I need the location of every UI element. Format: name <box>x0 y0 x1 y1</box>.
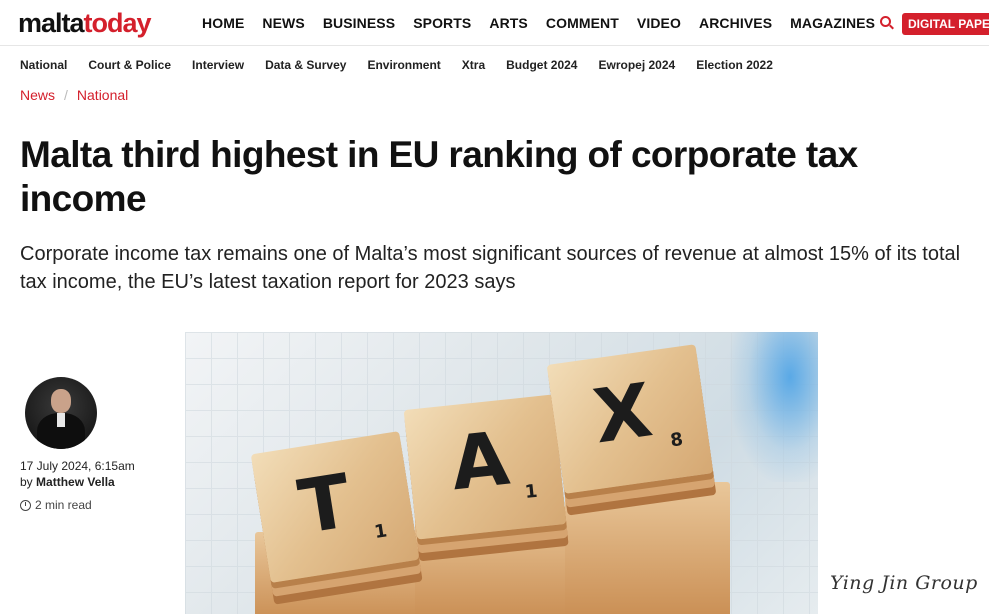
tile-x: X 8 <box>546 344 714 494</box>
hero-blue-blur <box>730 332 818 482</box>
tile-a: A 1 <box>403 394 567 540</box>
site-logo[interactable]: maltatoday <box>18 8 152 38</box>
article-date: 17 July 2024, 6:15am <box>20 459 135 473</box>
subnav-xtra[interactable]: Xtra <box>461 58 486 72</box>
tile-x-letter: X <box>588 367 657 461</box>
nav-home[interactable]: HOME <box>202 15 245 31</box>
main-nav: HOME NEWS BUSINESS SPORTS ARTS COMMENT V… <box>202 0 893 46</box>
author-name[interactable]: Matthew Vella <box>36 475 115 489</box>
article-byline: by Matthew Vella <box>20 475 115 489</box>
subnav-ewropej-2024[interactable]: Ewropej 2024 <box>598 58 676 72</box>
nav-comment[interactable]: COMMENT <box>545 15 619 31</box>
watermark: Ying Jin Group <box>830 572 978 594</box>
hero-image: T 1 A 1 X 8 <box>185 332 818 614</box>
nav-business[interactable]: BUSINESS <box>322 15 396 31</box>
tile-a-value: 1 <box>523 480 539 503</box>
breadcrumb-separator: / <box>64 87 68 103</box>
subnav-environment[interactable]: Environment <box>367 58 441 72</box>
nav-archives[interactable]: ARCHIVES <box>698 15 773 31</box>
tile-x-value: 8 <box>669 428 685 452</box>
search-icon-ring <box>880 16 891 27</box>
byline-by: by <box>20 475 33 489</box>
nav-sports[interactable]: SPORTS <box>413 15 472 31</box>
sub-nav: National Court & Police Interview Data &… <box>20 58 794 72</box>
search-icon[interactable] <box>880 16 894 30</box>
subnav-budget-2024[interactable]: Budget 2024 <box>506 58 578 72</box>
article-headline: Malta third highest in EU ranking of cor… <box>20 134 858 219</box>
read-time: 2 min read <box>20 498 92 512</box>
subnav-election-2022[interactable]: Election 2022 <box>696 58 773 72</box>
tile-t-value: 1 <box>372 520 389 544</box>
tile-t-letter: T <box>293 458 357 551</box>
breadcrumb-national[interactable]: National <box>76 87 129 103</box>
subnav-data-survey[interactable]: Data & Survey <box>265 58 347 72</box>
nav-magazines[interactable]: MAGAZINES <box>790 15 876 31</box>
subnav-national[interactable]: National <box>20 58 68 72</box>
article-subheadline: Corporate income tax remains one of Malt… <box>20 243 961 293</box>
avatar-head <box>51 389 71 413</box>
tile-a-letter: A <box>447 415 514 508</box>
subnav-interview[interactable]: Interview <box>192 58 245 72</box>
search-icon-handle <box>889 24 894 30</box>
nav-news[interactable]: NEWS <box>262 15 305 31</box>
breadcrumb-news[interactable]: News <box>20 87 56 103</box>
digital-paper-button[interactable]: DIGITAL PAPER <box>902 13 989 35</box>
logo-text-today: today <box>83 8 152 38</box>
subnav-court-police[interactable]: Court & Police <box>88 58 172 72</box>
nav-arts[interactable]: ARTS <box>489 15 528 31</box>
top-bar: maltatoday HOME NEWS BUSINESS SPORTS ART… <box>0 0 989 46</box>
avatar-shirt <box>57 413 65 427</box>
nav-video[interactable]: VIDEO <box>636 15 681 31</box>
breadcrumb: News / National <box>20 87 128 103</box>
clock-icon <box>20 499 31 511</box>
read-time-label: 2 min read <box>35 498 92 512</box>
tile-stack-right <box>565 482 730 614</box>
tile-t: T 1 <box>250 431 420 583</box>
author-avatar[interactable] <box>25 377 97 449</box>
logo-text-malta: malta <box>18 8 85 38</box>
